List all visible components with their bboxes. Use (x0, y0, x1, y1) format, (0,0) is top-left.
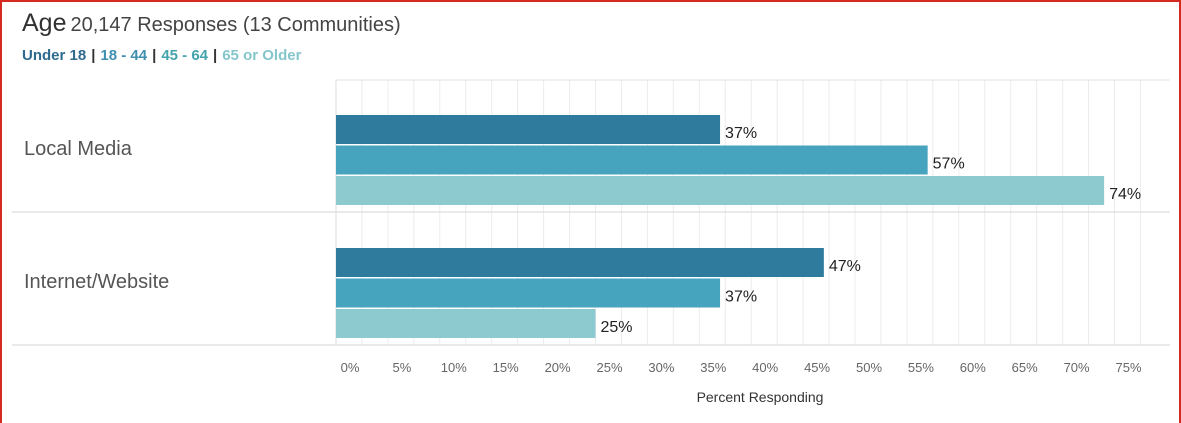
x-tick-label: 0% (341, 360, 360, 375)
x-tick-label: 70% (1064, 360, 1090, 375)
legend-item-under-18[interactable]: Under 18 (22, 47, 87, 64)
data-label: 37% (725, 289, 757, 306)
bar (336, 115, 721, 144)
x-tick-label: 65% (1012, 360, 1038, 375)
x-tick-label: 50% (856, 360, 882, 375)
legend-separator: | (152, 47, 157, 64)
legend: Under 18 | 18 - 44 | 45 - 64 | 65 or Older (22, 47, 301, 64)
data-label: 74% (1109, 186, 1141, 203)
data-label: 37% (725, 125, 757, 142)
bar (336, 248, 824, 277)
data-label: 47% (829, 258, 861, 275)
x-tick-label: 5% (393, 360, 412, 375)
data-label: 25% (601, 319, 633, 336)
chart-header: Age 20,147 Responses (13 Communities) (22, 9, 401, 38)
x-tick-label: 35% (700, 360, 726, 375)
x-tick-label: 10% (441, 360, 467, 375)
chart-subtitle: 20,147 Responses (13 Communities) (70, 14, 401, 36)
legend-item-18-44[interactable]: 18 - 44 (100, 47, 148, 64)
legend-item-45-64[interactable]: 45 - 64 (161, 47, 209, 64)
category-label: Local Media (24, 138, 133, 160)
legend-separator: | (213, 47, 218, 64)
x-axis-title: Percent Responding (697, 389, 824, 405)
category-label: Internet/Website (24, 271, 169, 293)
x-tick-label: 75% (1115, 360, 1141, 375)
bar (336, 176, 1105, 205)
x-tick-label: 15% (493, 360, 519, 375)
x-tick-label: 55% (908, 360, 934, 375)
x-tick-label: 60% (960, 360, 986, 375)
x-tick-label: 40% (752, 360, 778, 375)
x-tick-label: 20% (545, 360, 571, 375)
legend-item-65-older[interactable]: 65 or Older (222, 47, 302, 64)
x-tick-label: 30% (648, 360, 674, 375)
bar (336, 309, 596, 338)
x-tick-label: 45% (804, 360, 830, 375)
legend-separator: | (91, 47, 96, 64)
bar (336, 145, 928, 175)
x-tick-label: 25% (596, 360, 622, 375)
data-label: 57% (933, 156, 965, 173)
bar (336, 278, 721, 308)
chart-title: Age (22, 9, 67, 37)
